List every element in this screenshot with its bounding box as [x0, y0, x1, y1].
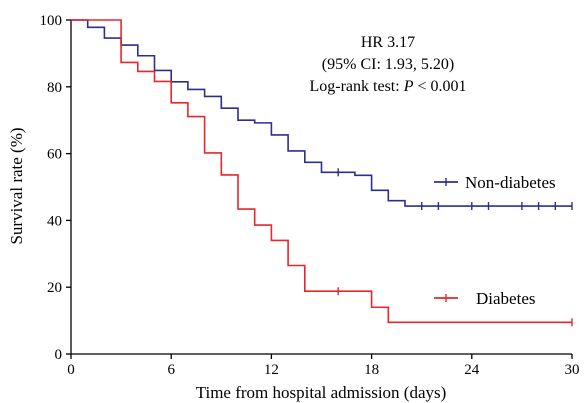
hr-annotation: HR 3.17 (95% CI: 1.93, 5.20) Log-rank te… [309, 34, 466, 95]
legend-label-diabetes: Diabetes [476, 289, 535, 308]
logrank-p: P [403, 78, 414, 95]
legend: Non-diabetes Diabetes [434, 173, 556, 308]
x-ticks: 0 6 12 18 24 30 [67, 354, 580, 378]
y-axis-label: Survival rate (%) [7, 127, 26, 244]
logrank-text: Log-rank test: P < 0.001 [309, 78, 466, 95]
x-tick-label: 24 [464, 362, 480, 378]
logrank-suffix: < 0.001 [413, 78, 466, 95]
hr-text: HR 3.17 [361, 34, 415, 51]
x-tick-label: 0 [67, 362, 75, 378]
logrank-prefix: Log-rank test: [309, 78, 403, 95]
x-tick-label: 6 [167, 362, 175, 378]
ci-text: (95% CI: 1.93, 5.20) [322, 56, 454, 73]
y-ticks: 0 20 40 60 80 100 [40, 13, 71, 363]
series-line-non-diabetes [71, 19, 572, 207]
legend-label-non-diabetes: Non-diabetes [465, 173, 556, 192]
y-tick-label: 20 [47, 280, 62, 296]
x-tick-label: 18 [364, 362, 379, 378]
y-tick-label: 40 [47, 213, 62, 229]
series-line-diabetes [71, 19, 572, 324]
y-tick-label: 100 [40, 13, 63, 29]
y-tick-label: 80 [47, 80, 62, 96]
x-axis-label: Time from hospital admission (days) [196, 383, 447, 402]
series-layer [71, 19, 573, 327]
axes: 0 6 12 18 24 30 0 20 40 60 80 100 [40, 13, 580, 378]
x-tick-label: 30 [565, 362, 580, 378]
y-tick-label: 0 [55, 347, 63, 363]
y-tick-label: 60 [47, 147, 62, 163]
x-tick-label: 12 [264, 362, 279, 378]
